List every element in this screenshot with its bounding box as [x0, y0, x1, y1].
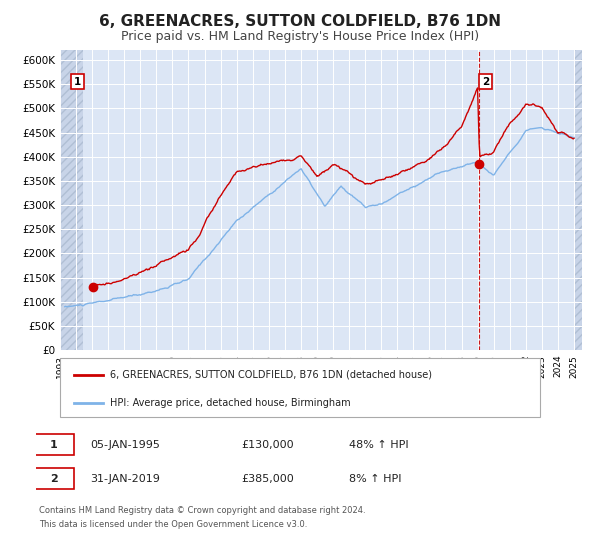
Text: 8% ↑ HPI: 8% ↑ HPI — [349, 474, 402, 484]
Text: 1: 1 — [50, 440, 58, 450]
Bar — [574, 50, 582, 350]
FancyBboxPatch shape — [34, 434, 74, 455]
Text: Contains HM Land Registry data © Crown copyright and database right 2024.: Contains HM Land Registry data © Crown c… — [39, 506, 365, 515]
Text: £385,000: £385,000 — [241, 474, 294, 484]
Text: HPI: Average price, detached house, Birmingham: HPI: Average price, detached house, Birm… — [110, 398, 351, 408]
Text: 2: 2 — [50, 474, 58, 484]
Text: 48% ↑ HPI: 48% ↑ HPI — [349, 440, 409, 450]
Text: 1: 1 — [74, 77, 81, 87]
Text: This data is licensed under the Open Government Licence v3.0.: This data is licensed under the Open Gov… — [39, 520, 307, 529]
Text: 05-JAN-1995: 05-JAN-1995 — [90, 440, 160, 450]
Text: Price paid vs. HM Land Registry's House Price Index (HPI): Price paid vs. HM Land Registry's House … — [121, 30, 479, 43]
FancyBboxPatch shape — [34, 468, 74, 489]
Text: 2: 2 — [482, 77, 489, 87]
Text: 6, GREENACRES, SUTTON COLDFIELD, B76 1DN (detached house): 6, GREENACRES, SUTTON COLDFIELD, B76 1DN… — [110, 370, 433, 380]
FancyBboxPatch shape — [60, 358, 540, 417]
Text: £130,000: £130,000 — [241, 440, 294, 450]
Text: 31-JAN-2019: 31-JAN-2019 — [90, 474, 160, 484]
Text: 6, GREENACRES, SUTTON COLDFIELD, B76 1DN: 6, GREENACRES, SUTTON COLDFIELD, B76 1DN — [99, 14, 501, 29]
Bar — [60, 50, 83, 350]
